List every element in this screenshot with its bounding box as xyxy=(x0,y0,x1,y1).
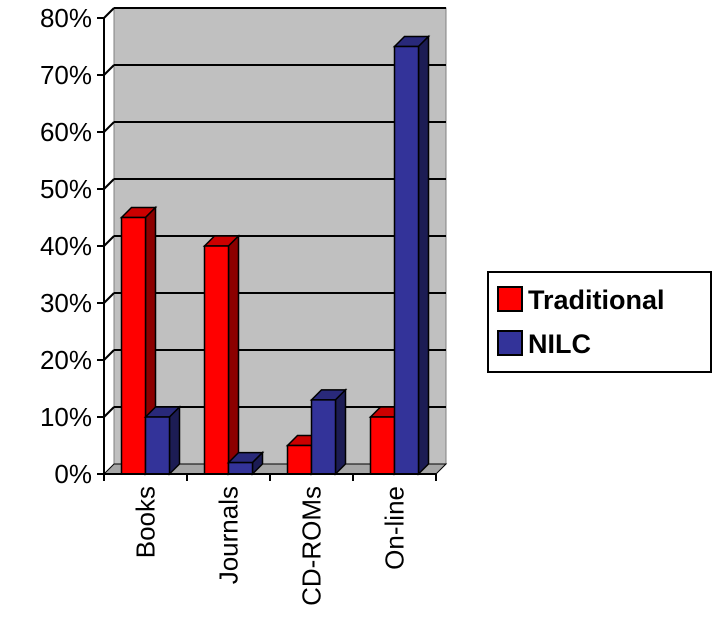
gridline-depth xyxy=(103,178,115,190)
legend-swatch-traditional xyxy=(497,286,523,312)
bar-side xyxy=(227,234,240,476)
x-axis-ticks: Books Journals CD-ROMs On-line xyxy=(103,474,437,606)
bar-nilc-cd-roms xyxy=(309,388,348,476)
bar-nilc-on-line xyxy=(392,34,431,476)
bar-front xyxy=(203,245,230,475)
legend: Traditional NILC xyxy=(487,271,712,373)
x-tick-label-journals: Journals xyxy=(214,486,244,584)
bars xyxy=(119,34,431,476)
bar-side xyxy=(417,34,430,476)
legend-label-nilc: NILC xyxy=(528,329,591,359)
bar-front xyxy=(144,416,171,475)
bar-nilc-books xyxy=(143,405,182,476)
legend-label-traditional: Traditional xyxy=(528,285,665,315)
gridline-depth xyxy=(103,7,115,19)
gridline-depth xyxy=(103,406,115,418)
bar-front xyxy=(310,399,337,475)
plot-area: 0% 10% 20% 30% 40% 50% 60% 70% 80% Books Journals… xyxy=(40,3,448,606)
bar-side xyxy=(334,388,347,476)
gridline-depth xyxy=(103,349,115,361)
bar-front xyxy=(286,444,313,475)
bar-side xyxy=(168,405,181,476)
gridline-depth xyxy=(103,292,115,304)
bar-front xyxy=(369,416,396,475)
bar-traditional-journals xyxy=(202,234,241,476)
gridlines xyxy=(103,7,446,418)
gridline-depth xyxy=(103,235,115,247)
x-tick-label-on-line: On-line xyxy=(380,486,410,570)
bar-front xyxy=(393,45,420,475)
bar-front xyxy=(227,461,254,475)
y-tick-label: 40% xyxy=(40,231,92,261)
gridline-depth xyxy=(103,64,115,76)
legend-swatch-nilc xyxy=(497,330,523,356)
y-tick-label: 50% xyxy=(40,174,92,204)
bar-nilc-journals xyxy=(226,450,265,476)
y-tick-label: 70% xyxy=(40,60,92,90)
x-tick-label-cd-roms: CD-ROMs xyxy=(297,486,327,606)
y-tick-label: 20% xyxy=(40,345,92,375)
bar-front xyxy=(120,216,147,475)
y-tick-label: 80% xyxy=(40,3,92,33)
gridline-depth xyxy=(103,121,115,133)
y-tick-label: 60% xyxy=(40,117,92,147)
y-tick-label: 0% xyxy=(54,459,92,489)
y-axis-ticks: 0% 10% 20% 30% 40% 50% 60% 70% 80% xyxy=(40,3,104,489)
x-tick-label-books: Books xyxy=(131,486,161,558)
y-tick-label: 30% xyxy=(40,288,92,318)
legend-box xyxy=(487,271,712,373)
y-tick-label: 10% xyxy=(40,402,92,432)
